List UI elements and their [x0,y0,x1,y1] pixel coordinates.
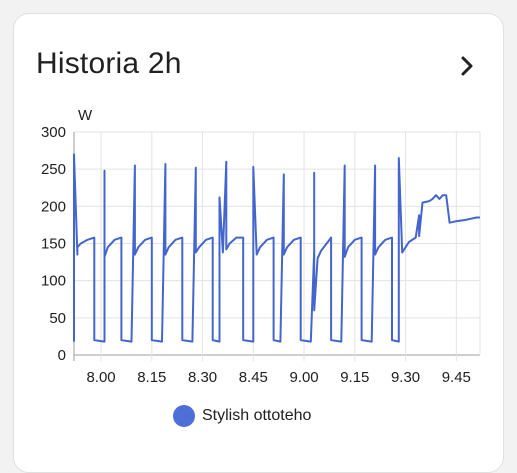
y-axis-label: W [78,107,93,124]
x-tick-label: 8.45 [239,369,268,386]
y-tick-label: 300 [41,124,66,141]
y-tick-label: 150 [41,236,66,253]
x-axis-ticks: 8.00 8.15 8.30 8.45 9.00 9.15 9.30 9.45 [86,369,470,386]
y-tick-label: 100 [41,273,66,290]
series-layer [73,153,480,343]
x-tick-label: 9.00 [289,369,318,386]
y-tick-label: 250 [41,161,66,178]
x-tick-label: 9.15 [340,369,369,386]
y-tick-label: 200 [41,198,66,215]
x-tick-label: 9.30 [391,369,420,386]
x-tick-label: 8.15 [137,369,166,386]
chevron-right-icon[interactable] [454,52,482,80]
legend-item[interactable]: Stylish ottoteho [173,403,311,429]
y-tick-label: 0 [58,347,66,364]
history-chart: 0 50 100 150 200 250 300 8.00 8.15 8.30 8.45 9.00 9… [41,107,481,386]
y-axis-ticks: 0 50 100 150 200 250 300 [41,124,66,364]
legend-label: Stylish ottoteho [202,407,312,424]
card-title: Historia 2h [36,47,182,80]
x-tick-label: 8.00 [86,369,115,386]
x-tick-label: 9.45 [442,369,471,386]
series-line [73,153,480,343]
x-tick-label: 8.30 [188,369,217,386]
y-tick-label: 50 [49,310,66,327]
legend-swatch [173,405,195,427]
